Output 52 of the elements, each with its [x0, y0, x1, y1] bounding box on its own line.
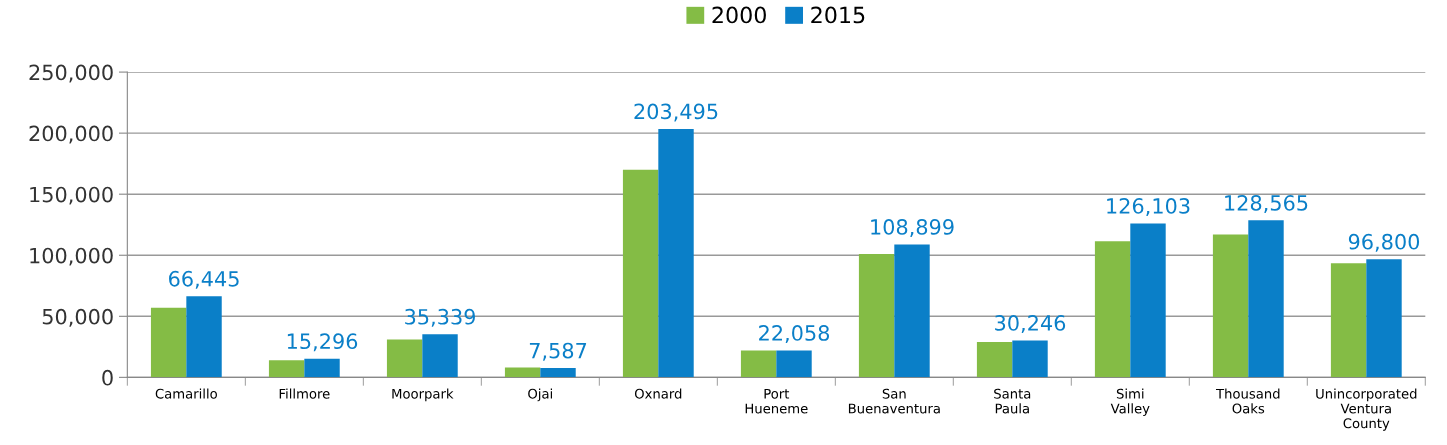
data-label: 126,103 — [1107, 198, 1190, 216]
bar — [186, 296, 222, 378]
bar — [1094, 241, 1131, 378]
data-label: 96,800 — [1348, 233, 1420, 252]
x-tick-label: Ojai — [528, 388, 552, 402]
data-label: 128,565 — [1225, 195, 1308, 213]
legend-label: 2015 — [811, 6, 865, 24]
bar — [894, 244, 930, 378]
bar — [540, 368, 576, 378]
bar — [1012, 340, 1048, 378]
y-tick-label: 200,000 — [29, 125, 113, 144]
y-tick-label: 250,000 — [29, 64, 113, 83]
bar — [1330, 263, 1367, 378]
x-tick-label: Simi Valley — [1110, 388, 1150, 417]
x-tick-label: Moorpark — [392, 388, 454, 402]
bar — [386, 339, 423, 378]
y-tick-label: 150,000 — [30, 186, 113, 205]
bar — [504, 367, 541, 378]
bar — [268, 360, 305, 378]
bar — [858, 254, 895, 378]
data-label: 35,339 — [405, 308, 476, 327]
bar — [304, 358, 340, 378]
y-tick-label: 100,000 — [30, 247, 113, 266]
x-tick-label: Fillmore — [279, 388, 330, 399]
x-tick-label: Port Hueneme — [745, 388, 808, 414]
bar — [658, 128, 694, 378]
bar — [150, 307, 187, 378]
bar — [1366, 259, 1402, 378]
bar — [622, 169, 659, 378]
x-tick-label: Santa Paula — [994, 388, 1031, 414]
data-label: 108,899 — [871, 219, 954, 237]
x-tick-label: Oxnard — [634, 388, 682, 399]
data-label: 22,058 — [759, 325, 830, 343]
bar — [976, 341, 1013, 378]
bar — [740, 350, 777, 378]
x-tick-label: Thousand Oaks — [1215, 388, 1280, 414]
bar — [1248, 220, 1284, 378]
data-label: 7,587 — [529, 342, 587, 361]
x-tick-label: San Buenaventura — [848, 388, 940, 414]
y-tick-label: 0 — [102, 369, 113, 386]
y-tick-label: 50,000 — [42, 308, 113, 327]
data-label: 15,296 — [287, 333, 358, 352]
data-label: 66,445 — [169, 270, 239, 289]
x-tick-label: Camarillo — [155, 388, 217, 399]
data-label: 203,495 — [634, 103, 718, 122]
bar — [1130, 223, 1166, 378]
bar — [776, 350, 812, 378]
bar — [1212, 234, 1249, 378]
bar — [422, 334, 458, 378]
legend-label: 2000 — [712, 6, 766, 24]
data-label: 30,246 — [995, 315, 1066, 333]
x-tick-label: Unincorporated Ventura County — [1316, 388, 1417, 431]
